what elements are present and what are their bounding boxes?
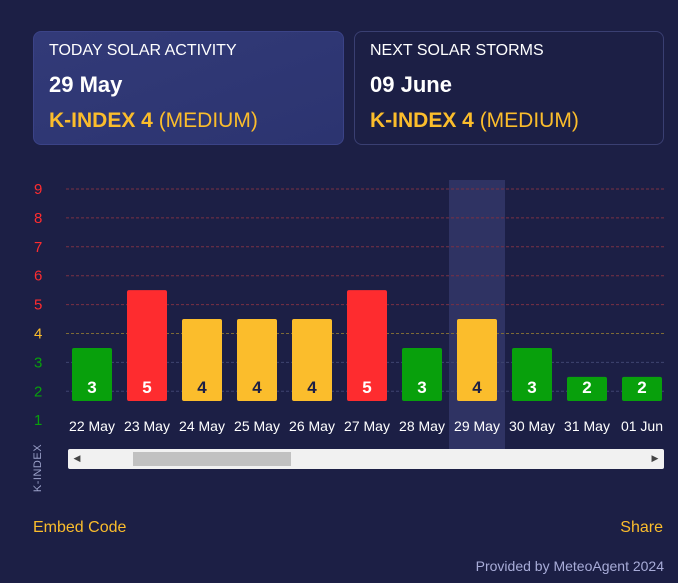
chart-scrollbar[interactable]: ◀ ▶ [68,449,664,469]
x-tick-label: 26 May [289,418,335,434]
bar-value-label: 2 [582,378,591,397]
provider-credit: Provided by MeteoAgent 2024 [475,558,664,574]
y-tick-label: 6 [34,268,42,285]
today-kindex-level: (MEDIUM) [152,109,258,132]
y-tick-label: 3 [34,354,42,371]
next-kindex-level: (MEDIUM) [473,109,579,132]
bar [457,319,497,401]
bar-value-label: 2 [637,378,646,397]
bar-value-label: 4 [197,378,207,397]
y-tick-label: 4 [34,326,42,343]
triangle-right-icon[interactable]: ▶ [651,454,659,464]
y-tick-label: 9 [34,181,42,198]
y-tick-label: 1 [34,412,42,429]
today-card-kindex: K-INDEX 4 (MEDIUM) [49,109,328,133]
x-tick-label: 31 May [564,418,610,434]
y-tick-label: 5 [34,297,42,314]
bar-value-label: 5 [362,378,371,397]
share-link[interactable]: Share [620,519,663,536]
x-tick-label: 25 May [234,418,280,434]
bar [72,347,112,401]
next-kindex-value: K-INDEX 4 [370,109,474,132]
bar-value-label: 5 [142,378,151,397]
bar [512,347,552,401]
today-activity-card: TODAY SOLAR ACTIVITY 29 May K-INDEX 4 (M… [33,31,344,145]
y-tick-label: 2 [34,383,42,400]
kindex-chart: 9 8 7 6 5 4 3 2 1 3 22 May 5 23 May 4 24 May 4 25 May 4 26… [0,170,678,460]
next-card-label: NEXT SOLAR STORMS [370,42,544,59]
bar [292,319,332,401]
today-kindex-value: K-INDEX 4 [49,109,153,132]
today-card-label: TODAY SOLAR ACTIVITY [49,42,237,59]
bar [347,290,387,401]
bar [567,376,607,401]
x-tick-label: 22 May [69,418,115,434]
bar [182,319,222,401]
bar [127,290,167,401]
bar-value-label: 3 [527,378,536,397]
bar [237,319,277,401]
y-tick-label: 8 [34,210,42,227]
bar [622,376,662,401]
bar-value-label: 4 [472,378,482,397]
x-tick-label: 29 May [454,418,500,434]
bar [402,347,442,401]
x-tick-label: 01 Jun [621,418,663,434]
highlight-band [449,180,505,450]
x-tick-label: 23 May [124,418,170,434]
triangle-left-icon[interactable]: ◀ [73,454,81,464]
bar-value-label: 4 [307,378,317,397]
next-storms-card: NEXT SOLAR STORMS 09 June K-INDEX 4 (MED… [354,31,664,145]
x-tick-label: 30 May [509,418,555,434]
today-card-date: 29 May [49,72,123,97]
embed-code-link[interactable]: Embed Code [33,519,127,536]
next-card-date: 09 June [370,72,452,97]
bar-value-label: 4 [252,378,262,397]
bar-value-label: 3 [87,378,96,397]
kindex-chart-svg: 9 8 7 6 5 4 3 2 1 3 22 May 5 23 May 4 24 May 4 25 May 4 26… [34,180,664,450]
x-tick-label: 28 May [399,418,445,434]
scrollbar-thumb[interactable] [133,452,291,466]
bar-value-label: 3 [417,378,426,397]
next-card-kindex: K-INDEX 4 (MEDIUM) [370,109,648,133]
y-axis-title: K-INDEX [32,443,44,493]
x-tick-label: 27 May [344,418,390,434]
y-tick-label: 7 [34,239,42,256]
x-tick-label: 24 May [179,418,225,434]
